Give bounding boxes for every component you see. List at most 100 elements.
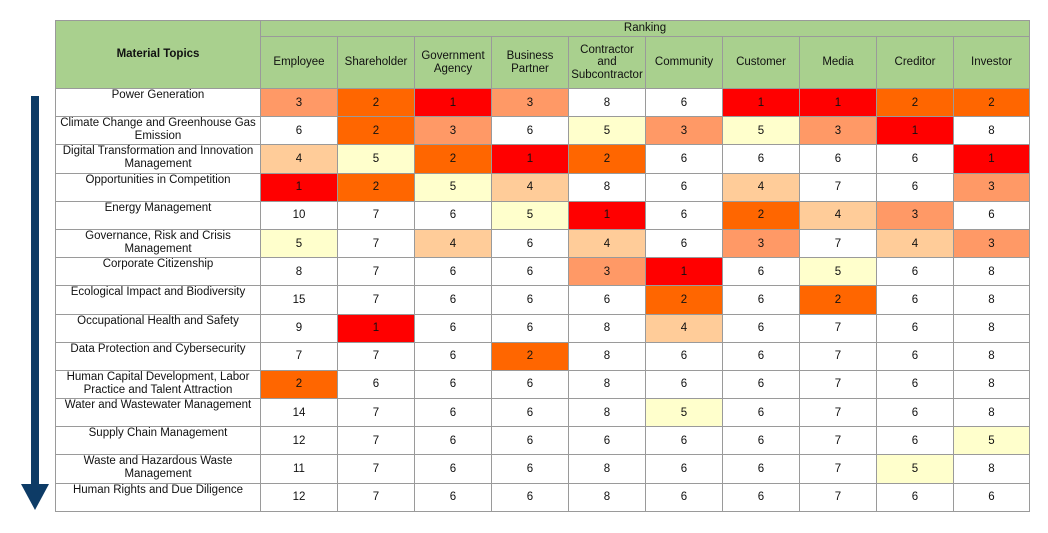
rank-cell: 6 — [645, 200, 723, 230]
rank-cell: 10 — [260, 200, 338, 230]
materiality-ranking-table: Material Topics Ranking Employee Sharehol… — [55, 20, 1030, 512]
topic-cell: Opportunities in Competition — [55, 172, 261, 202]
rank-cell: 8 — [953, 313, 1030, 343]
rank-cell: 5 — [953, 426, 1030, 456]
table-row: Digital Transformation and Innovation Ma… — [55, 144, 1030, 174]
rank-cell: 7 — [337, 341, 415, 371]
rank-cell: 7 — [799, 398, 877, 428]
rank-cell: 6 — [491, 313, 569, 343]
rank-cell: 8 — [568, 172, 646, 202]
rank-cell: 8 — [953, 398, 1030, 428]
rank-cell: 6 — [876, 257, 954, 287]
table-row: Waste and Hazardous Waste Management 11 7 6… — [55, 454, 1030, 484]
stakeholder-header-row: Employee Shareholder Government Agency Busi… — [56, 36, 1030, 89]
rank-cell: 6 — [722, 341, 800, 371]
rank-cell: 9 — [260, 313, 338, 343]
rank-cell: 8 — [568, 313, 646, 343]
rank-cell: 6 — [722, 369, 800, 400]
rank-cell: 4 — [260, 144, 338, 174]
rank-cell: 8 — [953, 116, 1030, 146]
rank-cell: 3 — [260, 87, 338, 118]
rank-cell: 6 — [876, 313, 954, 343]
rank-cell: 7 — [337, 257, 415, 287]
stakeholder-header-contractor-and-subcontractor: Contractor and Subcontractor — [568, 36, 646, 89]
topic-cell: Corporate Citizenship — [55, 257, 261, 287]
stakeholder-header-employee: Employee — [260, 36, 338, 89]
rank-cell: 2 — [337, 116, 415, 146]
rank-cell: 8 — [953, 341, 1030, 371]
rank-cell: 8 — [568, 369, 646, 400]
rank-cell: 6 — [645, 369, 723, 400]
table-row: Climate Change and Greenhouse Gas Emissi… — [55, 116, 1030, 146]
rank-cell: 6 — [414, 341, 492, 371]
stakeholder-header-shareholder: Shareholder — [337, 36, 415, 89]
rank-cell: 2 — [876, 87, 954, 118]
rank-cell: 3 — [953, 228, 1030, 259]
rank-cell: 6 — [337, 369, 415, 400]
rank-cell: 5 — [414, 172, 492, 202]
rank-cell: 7 — [337, 285, 415, 315]
rank-cell: 1 — [260, 172, 338, 202]
rank-cell: 2 — [337, 87, 415, 118]
rank-cell: 6 — [491, 369, 569, 400]
rank-cell: 6 — [645, 228, 723, 259]
table-row: Occupational Health and Safety 9 1 6 6 8 4 6 7 6 8 — [55, 313, 1030, 343]
rank-cell: 6 — [491, 228, 569, 259]
rank-cell: 7 — [799, 313, 877, 343]
topic-cell: Human Rights and Due Diligence — [55, 482, 261, 512]
rank-cell: 6 — [414, 398, 492, 428]
rank-cell: 6 — [645, 426, 723, 456]
rank-cell: 3 — [953, 172, 1030, 202]
topic-cell: Power Generation — [55, 87, 261, 118]
rank-cell: 3 — [799, 116, 877, 146]
rank-cell: 6 — [568, 285, 646, 315]
topic-cell: Waste and Hazardous Waste Management — [55, 454, 261, 484]
rank-cell: 6 — [876, 285, 954, 315]
rank-cell: 8 — [953, 257, 1030, 287]
rank-cell: 2 — [568, 144, 646, 174]
rank-cell: 7 — [799, 369, 877, 400]
table-body: Power Generation 3 2 1 3 8 6 1 1 2 2 Climate Change… — [55, 87, 1030, 512]
rank-cell: 7 — [337, 426, 415, 456]
rank-cell: 6 — [491, 285, 569, 315]
priority-down-arrow-icon — [21, 96, 49, 510]
rank-cell: 2 — [953, 87, 1030, 118]
rank-cell: 3 — [645, 116, 723, 146]
topic-cell: Ecological Impact and Biodiversity — [55, 285, 261, 315]
topic-cell: Occupational Health and Safety — [55, 313, 261, 343]
table-row: Energy Management 10 7 6 5 1 6 2 4 3 6 — [55, 200, 1030, 230]
rank-cell: 6 — [414, 426, 492, 456]
rank-cell: 7 — [799, 172, 877, 202]
rank-cell: 8 — [953, 369, 1030, 400]
table-row: Governance, Risk and Crisis Management 5 7… — [55, 228, 1030, 259]
table-row: Human Capital Development, Labor Practic… — [55, 369, 1030, 400]
topic-cell: Water and Wastewater Management — [55, 398, 261, 428]
rank-cell: 4 — [568, 228, 646, 259]
rank-cell: 1 — [722, 87, 800, 118]
rank-cell: 1 — [414, 87, 492, 118]
table-row: Power Generation 3 2 1 3 8 6 1 1 2 2 — [55, 87, 1030, 118]
stakeholder-header-community: Community — [645, 36, 723, 89]
rank-cell: 7 — [799, 341, 877, 371]
stakeholder-header-customer: Customer — [722, 36, 800, 89]
rank-cell: 2 — [799, 285, 877, 315]
rank-cell: 5 — [491, 200, 569, 230]
rank-cell: 3 — [722, 228, 800, 259]
rank-cell: 6 — [645, 341, 723, 371]
rank-cell: 1 — [876, 116, 954, 146]
topic-cell: Energy Management — [55, 200, 261, 230]
rank-cell: 6 — [491, 482, 569, 512]
rank-cell: 6 — [645, 87, 723, 118]
rank-cell: 8 — [568, 341, 646, 371]
topic-cell: Data Protection and Cybersecurity — [55, 341, 261, 371]
rank-cell: 6 — [414, 482, 492, 512]
rank-cell: 1 — [337, 313, 415, 343]
rank-cell: 8 — [568, 454, 646, 484]
rank-cell: 6 — [722, 426, 800, 456]
rank-cell: 7 — [337, 482, 415, 512]
table-row: Corporate Citizenship 8 7 6 6 3 1 6 5 6 8 — [55, 257, 1030, 287]
rank-cell: 8 — [568, 482, 646, 512]
rank-cell: 6 — [876, 398, 954, 428]
rank-cell: 15 — [260, 285, 338, 315]
rank-cell: 8 — [953, 285, 1030, 315]
